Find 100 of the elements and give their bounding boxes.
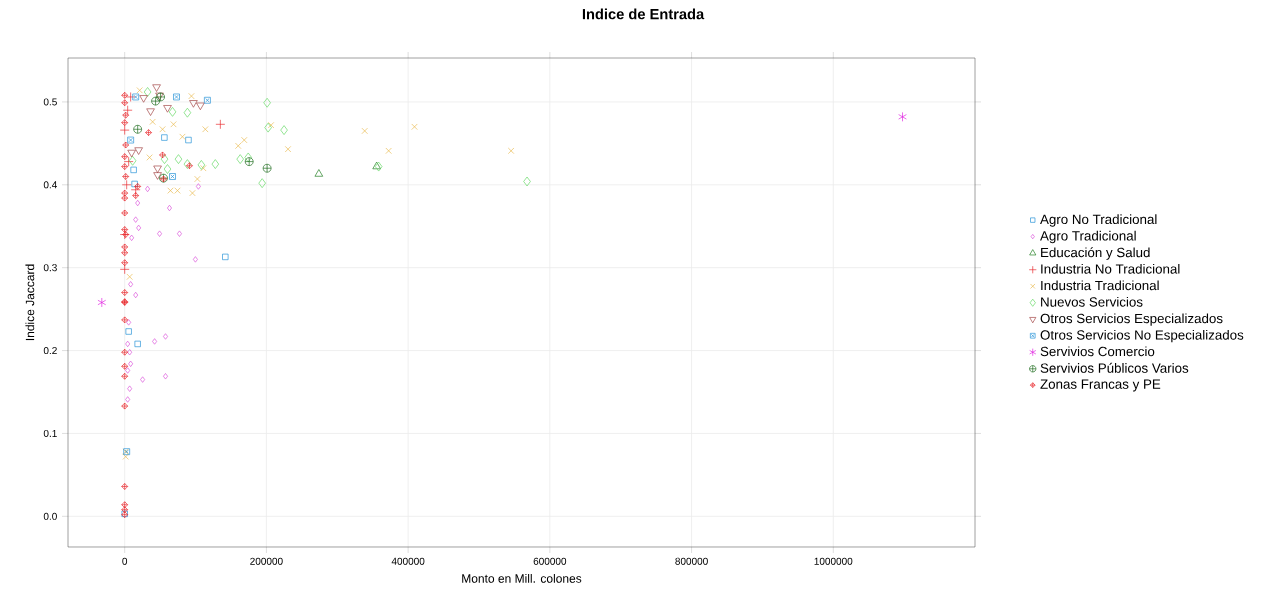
point bbox=[121, 348, 129, 356]
point bbox=[314, 169, 324, 177]
point bbox=[153, 172, 162, 180]
point bbox=[119, 264, 130, 275]
legend-label: Industria No Tradicional bbox=[1041, 263, 1180, 274]
point bbox=[411, 123, 418, 130]
point bbox=[235, 142, 242, 150]
point bbox=[135, 199, 141, 207]
point bbox=[121, 259, 129, 267]
point bbox=[523, 176, 531, 187]
point bbox=[128, 281, 134, 288]
point bbox=[211, 159, 220, 169]
point bbox=[125, 396, 131, 403]
point bbox=[128, 155, 137, 166]
point bbox=[119, 125, 130, 135]
point bbox=[127, 149, 136, 158]
point bbox=[192, 256, 198, 263]
point bbox=[507, 147, 515, 154]
point bbox=[215, 119, 226, 130]
point bbox=[174, 154, 183, 164]
point bbox=[121, 243, 129, 251]
point bbox=[280, 125, 288, 135]
point bbox=[121, 289, 129, 296]
point bbox=[169, 173, 176, 180]
x-axis-title: Monto en Mill. colones bbox=[462, 573, 582, 583]
point bbox=[132, 93, 140, 101]
point bbox=[361, 127, 368, 135]
point bbox=[121, 501, 129, 509]
point bbox=[121, 119, 129, 126]
x-tick-label: 200000 bbox=[250, 557, 283, 565]
point bbox=[139, 95, 148, 103]
point bbox=[163, 373, 168, 380]
y-tick-label: 0.3 bbox=[43, 264, 57, 272]
x-tick-label: 1000000 bbox=[814, 557, 853, 565]
point bbox=[136, 224, 142, 232]
point bbox=[152, 84, 161, 92]
point bbox=[236, 154, 244, 164]
point bbox=[140, 376, 146, 383]
legend-label: Educación y Salud bbox=[1041, 247, 1150, 260]
point bbox=[258, 178, 266, 188]
x-tick-label: 600000 bbox=[533, 557, 567, 565]
point bbox=[179, 133, 186, 140]
point bbox=[130, 166, 137, 174]
legend-label: Industria Tradicional bbox=[1041, 280, 1159, 291]
point bbox=[125, 340, 131, 348]
point bbox=[185, 136, 192, 144]
point bbox=[122, 105, 133, 116]
point bbox=[173, 93, 180, 101]
point bbox=[183, 107, 192, 118]
point bbox=[385, 147, 392, 154]
point bbox=[126, 319, 132, 326]
legend-label: Nuevos Servicios bbox=[1041, 296, 1143, 307]
point bbox=[262, 163, 272, 173]
point bbox=[264, 122, 272, 133]
point bbox=[241, 136, 248, 144]
point bbox=[121, 99, 129, 107]
point bbox=[244, 157, 254, 166]
point bbox=[177, 230, 182, 237]
chart-title: Indice de Entrada bbox=[582, 8, 705, 20]
point bbox=[195, 183, 201, 190]
y-tick-label: 0.0 bbox=[43, 512, 57, 520]
point bbox=[149, 118, 156, 125]
point bbox=[152, 338, 158, 345]
point bbox=[122, 141, 130, 149]
point bbox=[153, 165, 162, 174]
point bbox=[97, 297, 107, 308]
point bbox=[121, 402, 129, 410]
point bbox=[123, 156, 134, 167]
point bbox=[161, 134, 168, 141]
point bbox=[160, 154, 169, 164]
point bbox=[126, 273, 133, 280]
x-tick-label: 800000 bbox=[675, 557, 708, 565]
point bbox=[204, 96, 211, 104]
point bbox=[134, 340, 141, 348]
point bbox=[159, 151, 166, 159]
point bbox=[136, 87, 143, 94]
point bbox=[146, 154, 153, 161]
legend-label: Agro No Tradicional bbox=[1040, 214, 1157, 227]
point bbox=[189, 100, 198, 108]
point bbox=[145, 185, 151, 193]
y-tick-label: 0.1 bbox=[43, 429, 57, 437]
x-tick-label: 0 bbox=[122, 557, 128, 565]
point bbox=[168, 107, 177, 117]
point bbox=[121, 249, 129, 257]
point bbox=[125, 92, 136, 102]
legend-label: Servivios Públicos Varios bbox=[1040, 362, 1189, 373]
legend-label: Otros Servicios No Especializados bbox=[1040, 329, 1244, 343]
point bbox=[121, 506, 129, 514]
point bbox=[121, 209, 129, 217]
point bbox=[121, 316, 129, 324]
point bbox=[898, 112, 907, 122]
point bbox=[244, 152, 252, 163]
point bbox=[133, 216, 139, 223]
point bbox=[121, 372, 129, 380]
point bbox=[194, 175, 201, 183]
point bbox=[134, 147, 143, 155]
y-tick-label: 0.4 bbox=[43, 181, 58, 189]
point bbox=[146, 108, 155, 116]
legend-label: Zonas Francas y PE bbox=[1040, 379, 1161, 392]
point bbox=[121, 362, 129, 370]
